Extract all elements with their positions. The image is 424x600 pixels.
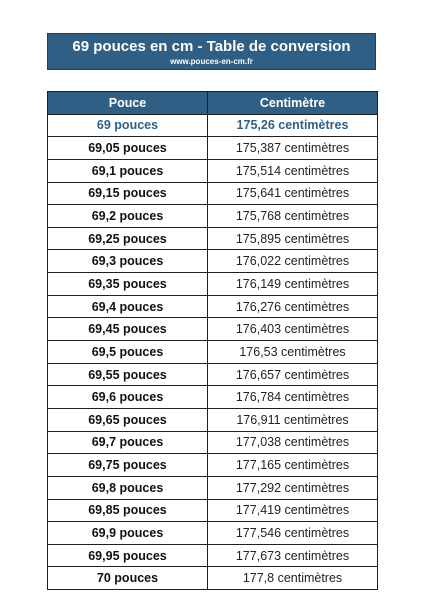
inch-cell: 69,55 pouces (47, 362, 208, 387)
inch-cell: 69,9 pouces (47, 521, 208, 545)
column-header-centimetre: Centimètre (207, 91, 378, 115)
cm-cell: 175,26 centimètres (207, 113, 378, 138)
cm-cell: 176,149 centimètres (207, 272, 378, 296)
inch-cell: 69 pouces (47, 113, 208, 138)
inch-cell: 69,2 pouces (47, 204, 208, 228)
inch-cell: 69,3 pouces (47, 249, 208, 274)
cm-cell: 177,165 centimètres (207, 453, 378, 477)
cm-cell: 176,276 centimètres (207, 294, 378, 319)
table-row: 69,05 pouces 175,387 centimètres (47, 136, 378, 160)
table-row: 70 pouces 177,8 centimètres (47, 566, 378, 591)
table-row: 69,15 pouces 175,641 centimètres (47, 181, 378, 206)
inch-cell: 69,7 pouces (47, 430, 208, 455)
cm-cell: 177,038 centimètres (207, 430, 378, 455)
cm-cell: 176,022 centimètres (207, 249, 378, 274)
inch-cell: 69,75 pouces (47, 453, 208, 477)
conversion-table: Pouce Centimètre 69 pouces 175,26 centim… (47, 91, 378, 591)
table-row: 69,2 pouces 175,768 centimètres (47, 204, 378, 228)
table-row: 69,5 pouces 176,53 centimètres (47, 340, 378, 364)
inch-cell: 69,65 pouces (47, 407, 208, 432)
table-row: 69,9 pouces 177,546 centimètres (47, 521, 378, 545)
cm-cell: 176,53 centimètres (207, 340, 378, 364)
cm-cell: 175,895 centimètres (207, 226, 378, 251)
table-row: 69,8 pouces 177,292 centimètres (47, 475, 378, 500)
inch-cell: 69,8 pouces (47, 475, 208, 500)
table-row: 69,55 pouces 176,657 centimètres (47, 362, 378, 387)
title-banner: 69 pouces en cm - Table de conversion ww… (47, 33, 376, 70)
cm-cell: 175,387 centimètres (207, 136, 378, 160)
cm-cell: 177,546 centimètres (207, 521, 378, 545)
cm-cell: 177,673 centimètres (207, 543, 378, 568)
cm-cell: 175,768 centimètres (207, 204, 378, 228)
inch-cell: 69,85 pouces (47, 498, 208, 523)
table-row: 69,6 pouces 176,784 centimètres (47, 385, 378, 409)
table-row: 69,75 pouces 177,165 centimètres (47, 453, 378, 477)
inch-cell: 69,6 pouces (47, 385, 208, 409)
cm-cell: 176,784 centimètres (207, 385, 378, 409)
table-header-row: Pouce Centimètre (47, 91, 378, 115)
table-row: 69,4 pouces 176,276 centimètres (47, 294, 378, 319)
inch-cell: 69,95 pouces (47, 543, 208, 568)
cm-cell: 176,403 centimètres (207, 317, 378, 342)
table-row: 69,25 pouces 175,895 centimètres (47, 226, 378, 251)
inch-cell: 69,05 pouces (47, 136, 208, 160)
table-row: 69,65 pouces 176,911 centimètres (47, 407, 378, 432)
inch-cell: 69,25 pouces (47, 226, 208, 251)
inch-cell: 70 pouces (47, 566, 208, 591)
cm-cell: 177,8 centimètres (207, 566, 378, 591)
inch-cell: 69,15 pouces (47, 181, 208, 206)
inch-cell: 69,35 pouces (47, 272, 208, 296)
cm-cell: 177,292 centimètres (207, 475, 378, 500)
cm-cell: 175,514 centimètres (207, 158, 378, 183)
cm-cell: 176,911 centimètres (207, 407, 378, 432)
table-row: 69,45 pouces 176,403 centimètres (47, 317, 378, 342)
cm-cell: 175,641 centimètres (207, 181, 378, 206)
cm-cell: 177,419 centimètres (207, 498, 378, 523)
table-row-highlighted: 69 pouces 175,26 centimètres (47, 113, 378, 138)
table-row: 69,1 pouces 175,514 centimètres (47, 158, 378, 183)
inch-cell: 69,5 pouces (47, 340, 208, 364)
table-row: 69,3 pouces 176,022 centimètres (47, 249, 378, 274)
page-title: 69 pouces en cm - Table de conversion (72, 38, 351, 55)
table-row: 69,85 pouces 177,419 centimètres (47, 498, 378, 523)
inch-cell: 69,45 pouces (47, 317, 208, 342)
inch-cell: 69,1 pouces (47, 158, 208, 183)
inch-cell: 69,4 pouces (47, 294, 208, 319)
table-row: 69,95 pouces 177,673 centimètres (47, 543, 378, 568)
table-row: 69,35 pouces 176,149 centimètres (47, 272, 378, 296)
cm-cell: 176,657 centimètres (207, 362, 378, 387)
table-row: 69,7 pouces 177,038 centimètres (47, 430, 378, 455)
column-header-pouce: Pouce (47, 91, 208, 115)
site-url: www.pouces-en-cm.fr (170, 57, 253, 66)
